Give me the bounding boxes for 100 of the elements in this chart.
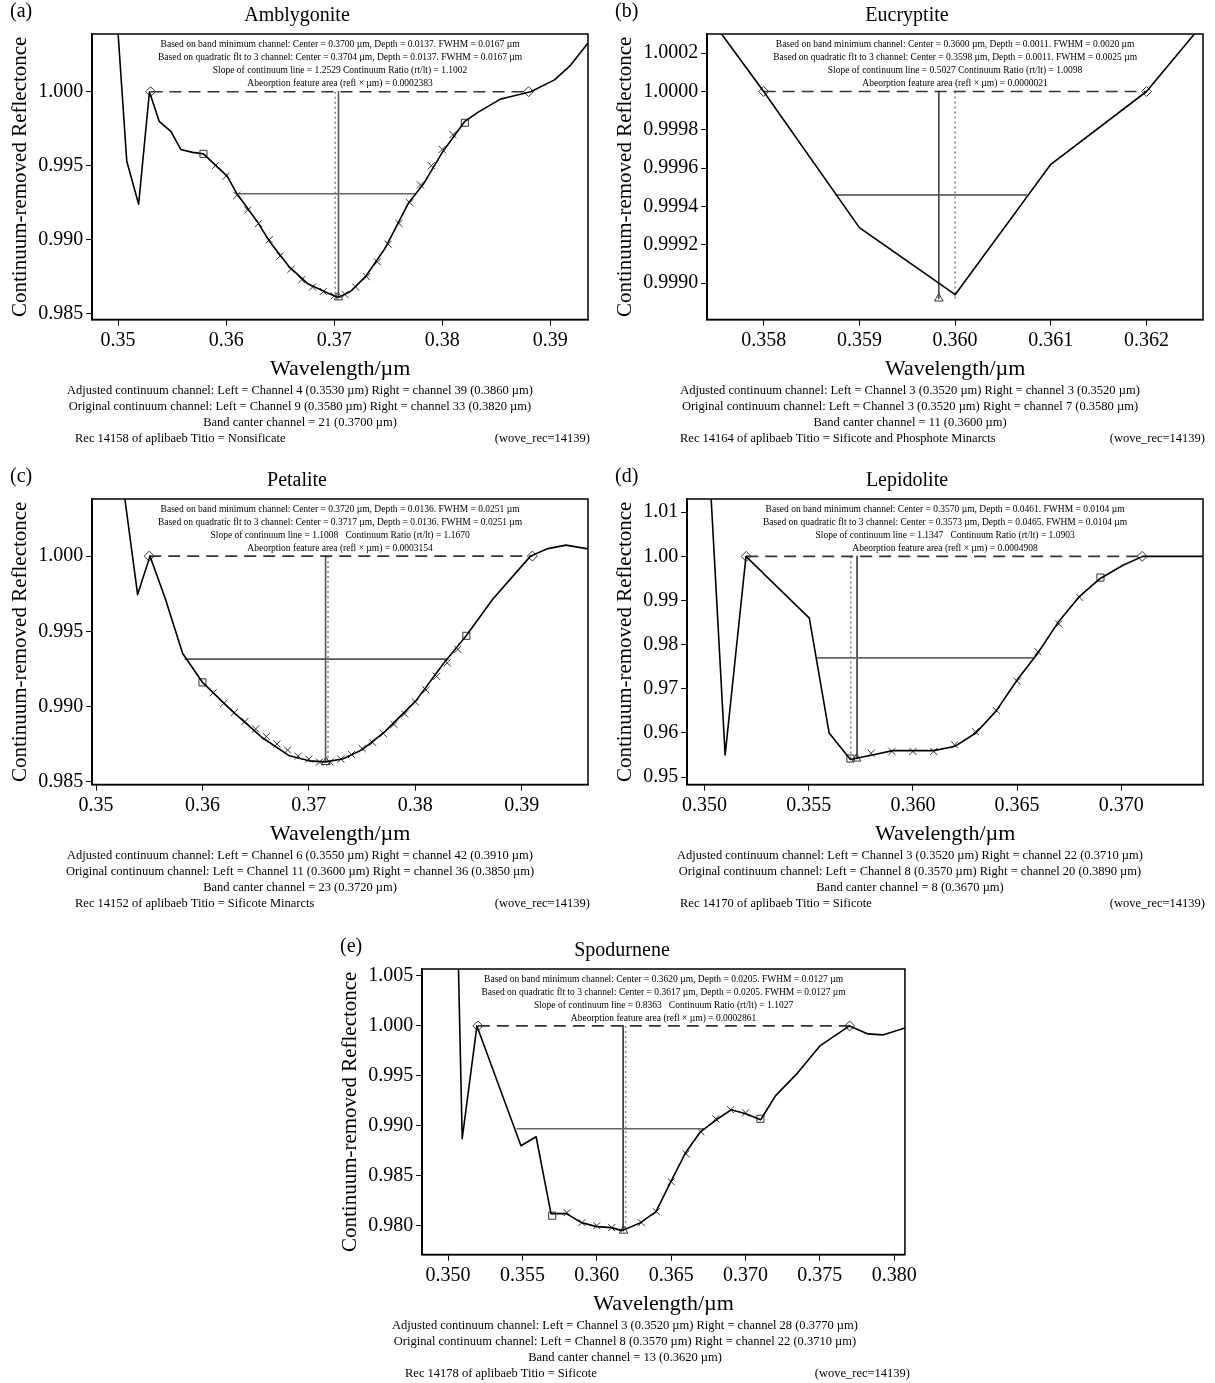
point — [199, 149, 208, 158]
point — [618, 1225, 629, 1234]
text: (e) — [340, 934, 363, 958]
text: Original continuum channel: Left = Channel 3 (0.3520 µm) Right = channel 7 (0.3580 µm) — [680, 398, 1140, 414]
point — [462, 631, 471, 640]
y-tick-label: 1.00 — [643, 543, 679, 566]
y-tick-label: 0.990 — [38, 693, 84, 716]
point — [198, 678, 207, 687]
x-tick-label: 0.38 — [424, 327, 460, 350]
y-tick-label: 0.995 — [38, 618, 84, 641]
text: Band canter channel = 8 (0.3670 µm) — [815, 879, 1005, 895]
y-tick-label: 0.95 — [643, 764, 679, 787]
point — [1136, 550, 1148, 562]
text: Original continuum channel: Left = Channel 8 (0.3570 µm) Right = channel 22 (0.3710 µm) — [392, 1333, 858, 1349]
y-tick-label: 1.005 — [368, 963, 414, 986]
y-axis-title: Continuum-removed Reflectonce — [612, 36, 637, 318]
text: Rec 14164 of aplibaeb Titio = Sificote and Phosphote Minarcts — [680, 430, 996, 446]
point — [846, 754, 855, 763]
point — [272, 739, 281, 749]
point — [143, 550, 155, 562]
point — [740, 550, 752, 562]
chart-title: Spodurnene — [574, 938, 670, 962]
annotation: Abeorption feature area (refl × µm) = 0.0000021 — [862, 78, 1049, 90]
annotation: Based on band minimum channel: Center = 0.3600 µm, Depth = 0.0011. FWHM = 0.0020 µm — [775, 39, 1136, 50]
point — [472, 1020, 484, 1032]
annotation: Based on quadratic flt to 3 channel: Center = 0.3704 µm, Depth = 0.0137. FWHM = 0.0167 µm — [157, 52, 523, 63]
x-tick-label: 0.37 — [316, 327, 352, 350]
y-tick-label: 0.985 — [38, 300, 84, 323]
chart-title: Lepidolite — [865, 468, 949, 492]
point — [460, 118, 469, 127]
x-tick-label: 0.380 — [871, 1262, 917, 1285]
x-tick-label: 0.35 — [78, 792, 114, 815]
text: Rec 14152 of aplibaeb Titio = Sificote Minarcts — [75, 895, 315, 911]
text: Rec 14178 of aplibaeb Titio = Sificote — [405, 1365, 597, 1381]
point — [145, 86, 157, 98]
annotation: Slope of continuum line = 1.1008 Continuum Ratio (rt/lt) = 1.1670 — [210, 530, 470, 542]
annotation: Based on band minimum channel: Center = 0.3570 µm, Depth = 0.0461. FWHM = 0.0104 µm — [765, 504, 1126, 515]
x-tick-label: 0.36 — [184, 792, 220, 815]
text: (wove_rec=14139) — [1109, 895, 1205, 911]
text: Adjusted continuum channel: Left = Channel 4 (0.3530 µm) Right = channel 39 (0.3860 µm) — [66, 382, 534, 398]
y-axis-title: Continuum-removed Reflectonce — [7, 36, 32, 318]
annotation: Based on quadratic flt to 3 channel: Center = 0.3617 µm, Depth = 0.0205. FWHM = 0.0127 µm — [481, 987, 847, 998]
text: (wove_rec=14139) — [1109, 430, 1205, 446]
point — [523, 86, 535, 98]
y-tick-label: 1.0000 — [643, 78, 699, 101]
x-tick-label: 0.360 — [890, 792, 936, 815]
x-tick-label: 0.350 — [682, 792, 727, 815]
x-tick-label: 0.370 — [723, 1262, 769, 1285]
x-tick-label: 0.370 — [1098, 792, 1144, 815]
point — [1096, 573, 1105, 582]
x-axis-title: Wavelength/µm — [269, 819, 411, 845]
x-tick-label: 0.355 — [499, 1262, 545, 1285]
text: (wove_rec=14139) — [494, 895, 590, 911]
point — [526, 550, 538, 562]
annotation: Slope of continuum line = 1.2529 Continuum Ratio (rt/lt) = 1.1002 — [212, 65, 468, 77]
x-tick-label: 0.39 — [504, 792, 540, 815]
y-tick-label: 0.9992 — [643, 232, 699, 255]
text: Band canter channel = 13 (0.3620 µm) — [527, 1349, 723, 1365]
point — [851, 753, 862, 762]
point — [321, 756, 331, 766]
text: Adjusted continuum channel: Left = Channel 3 (0.3520 µm) Right = channel 22 (0.3710 µm) — [676, 847, 1144, 863]
y-tick-label: 0.9990 — [643, 270, 699, 293]
x-axis-title: Wavelength/µm — [593, 1289, 734, 1315]
point — [453, 645, 462, 654]
annotation: Abeorption feature area (refl × µm) = 0.0003154 — [247, 543, 434, 555]
y-tick-label: 1.000 — [368, 1013, 414, 1036]
x-tick-label: 0.360 — [574, 1262, 620, 1285]
y-tick-label: 0.9994 — [643, 193, 699, 216]
annotation: Abeorption feature area (refl × µm) = 0.0002383 — [247, 78, 434, 90]
y-tick-label: 0.990 — [38, 226, 84, 249]
y-axis-title: Continuum-removed Reflectonce — [7, 501, 32, 783]
x-tick-label: 0.350 — [425, 1262, 471, 1285]
x-tick-label: 0.360 — [932, 327, 978, 350]
x-tick-label: 0.361 — [1028, 327, 1074, 350]
x-tick-label: 0.355 — [786, 792, 832, 815]
y-tick-label: 1.0002 — [643, 40, 699, 63]
annotation: Slope of continuum line = 0.8363 Continuum Ratio (rt/lt) = 1.1027 — [533, 1000, 794, 1012]
annotation: Based on band minimum channel: Center = 0.3720 µm, Depth = 0.0136. FWHM = 0.0251 µm — [160, 504, 521, 515]
text: Rec 14158 of aplibaeb Titio = Nonsificate — [75, 430, 286, 446]
y-tick-label: 0.995 — [368, 1063, 414, 1086]
y-tick-label: 0.96 — [643, 720, 679, 743]
point — [400, 709, 409, 718]
text: Adjusted continuum channel: Left = Channel 3 (0.3520 µm) Right = channel 3 (0.3520 µm) — [679, 382, 1141, 398]
annotation: Abeorption feature area (refl × µm) = 0.0004908 — [852, 543, 1039, 555]
annotation: Based on band minimum channel: Center = 0.3620 µm, Depth = 0.0205. FWHM = 0.0127 µm — [484, 974, 844, 985]
annotation: Based on quadratic flt to 3 channel: Center = 0.3573 µm, Depth = 0.0465. FWHM = 0.0104 µm — [762, 517, 1128, 528]
text: Adjusted continuum channel: Left = Channel 3 (0.3520 µm) Right = channel 28 (0.3770 µm) — [391, 1317, 859, 1333]
chart-title: Amblygonite — [244, 3, 350, 27]
point — [283, 745, 292, 755]
x-axis-title: Wavelength/µm — [269, 354, 411, 380]
point — [389, 720, 399, 729]
y-tick-label: 0.980 — [368, 1212, 414, 1235]
x-tick-label: 0.35 — [100, 327, 136, 350]
x-tick-label: 0.359 — [836, 327, 882, 350]
text: Original continuum channel: Left = Channel 9 (0.3580 µm) Right = channel 33 (0.3820 µm) — [67, 398, 533, 414]
y-tick-label: 0.98 — [643, 631, 679, 654]
annotation: Slope of continuum line = 0.5027 Continuum Ratio (rt/lt) = 1.0098 — [827, 65, 1083, 77]
point — [844, 1020, 856, 1032]
chart-title: Petalite — [267, 468, 328, 491]
text: Original continuum channel: Left = Channel 8 (0.3570 µm) Right = channel 20 (0.3890 µm) — [677, 863, 1143, 879]
